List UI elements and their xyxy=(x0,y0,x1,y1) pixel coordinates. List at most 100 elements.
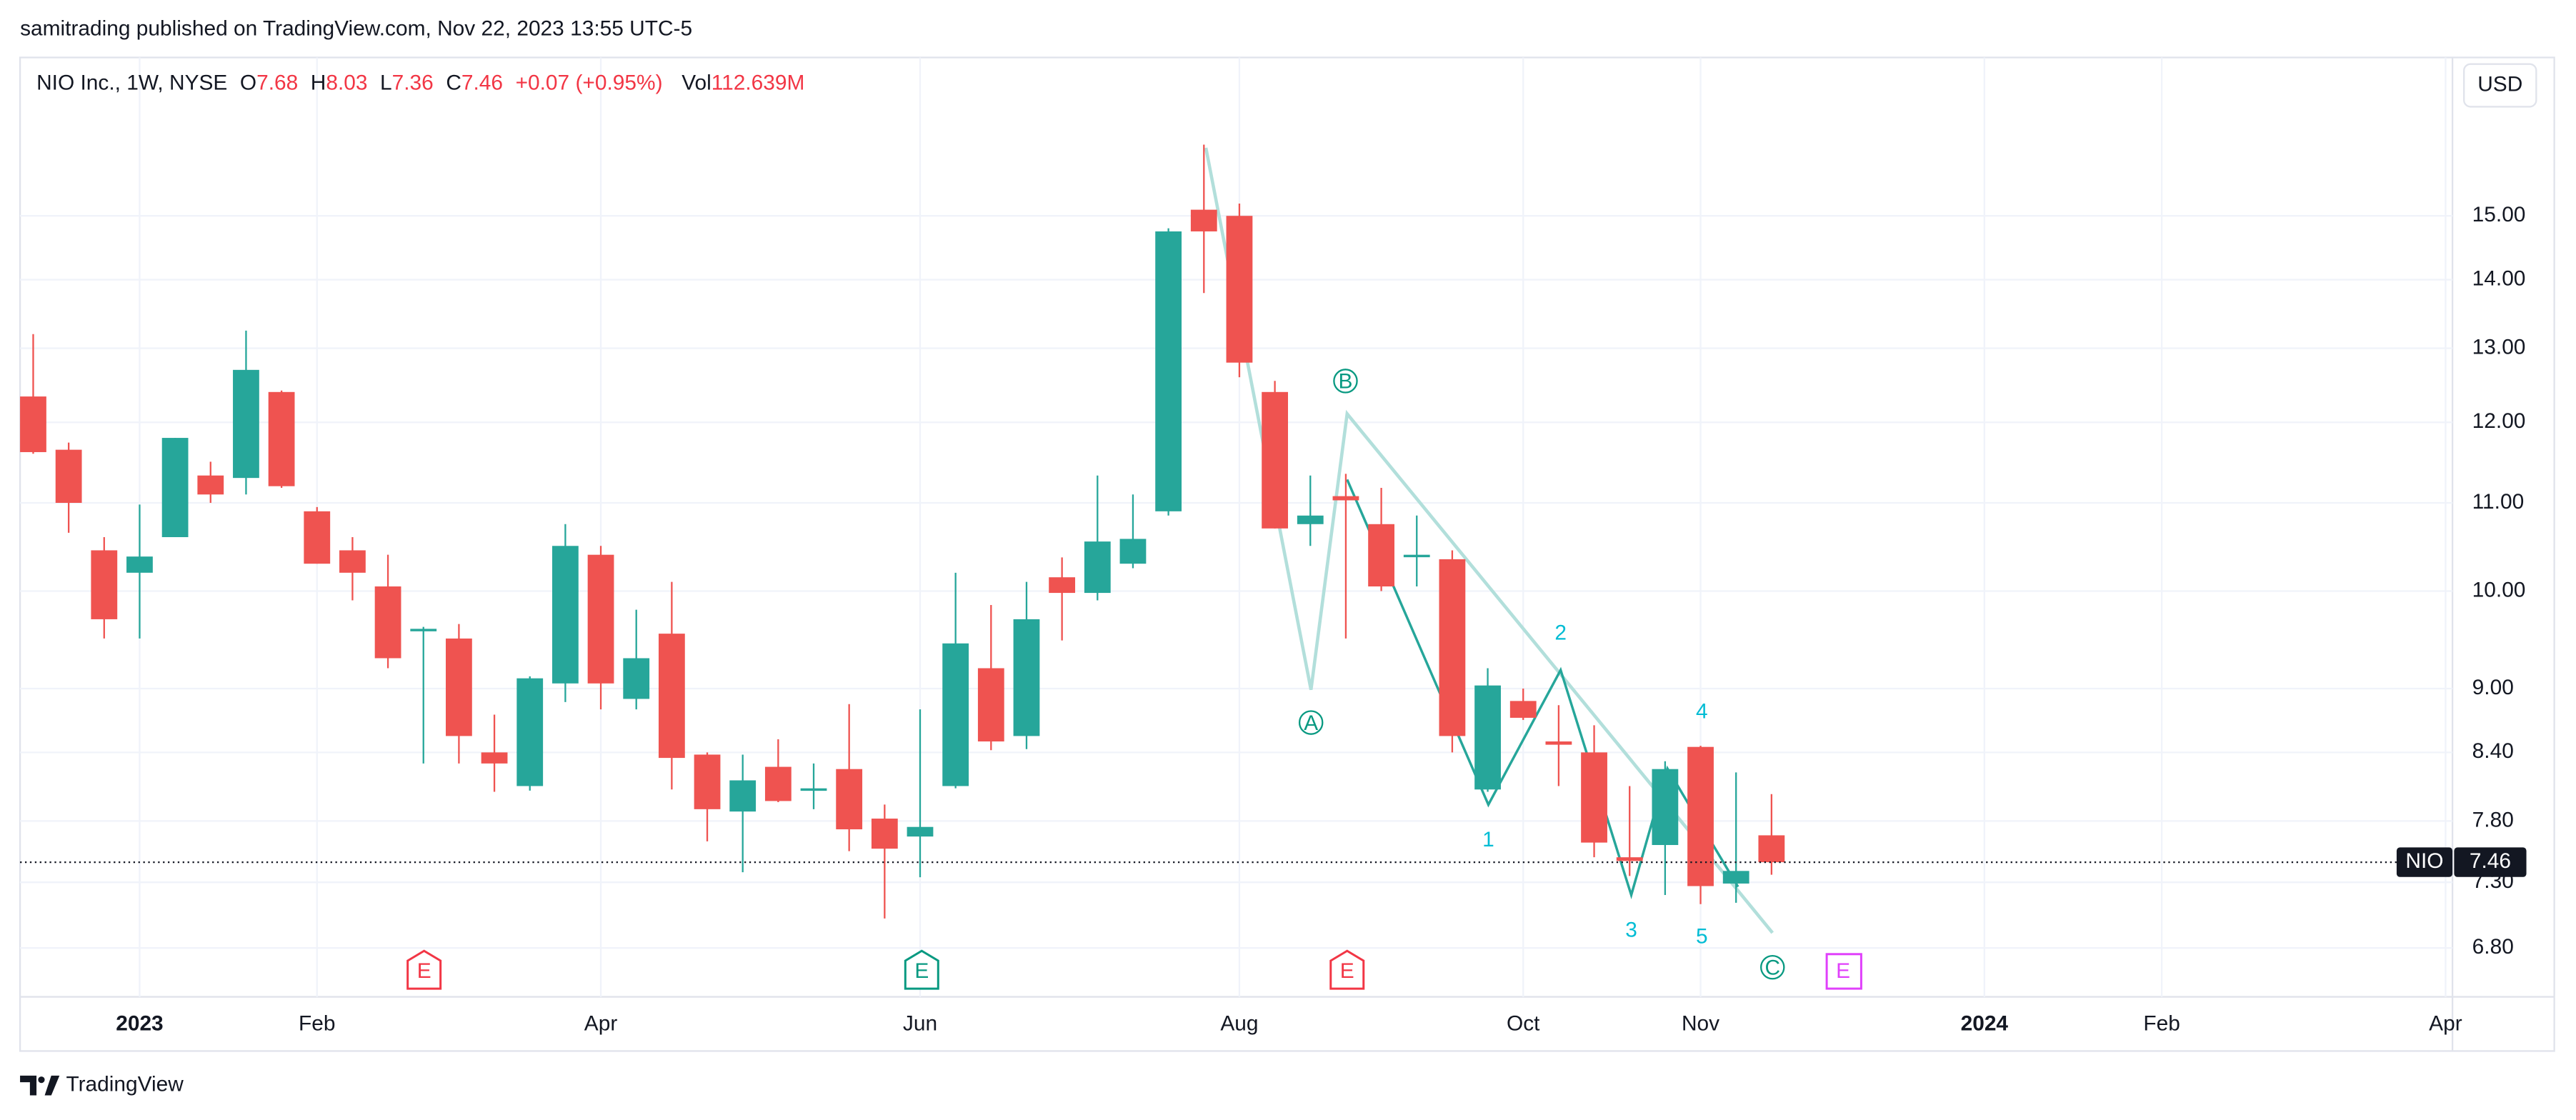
candle-body xyxy=(1545,741,1572,745)
wave-label: 4 xyxy=(1696,700,1708,724)
low-value: 7.36 xyxy=(392,71,434,94)
x-tick-label: Aug xyxy=(1220,1012,1258,1036)
candle-body xyxy=(729,780,757,812)
open-value: 7.68 xyxy=(256,71,298,94)
y-tick-label: 12.00 xyxy=(2472,409,2526,433)
candle-body xyxy=(481,752,508,764)
candle-body xyxy=(1084,541,1111,594)
candle-body xyxy=(1758,835,1785,863)
close-label: C xyxy=(446,71,461,94)
y-tick-label: 14.00 xyxy=(2472,266,2526,290)
x-tick-label: 2024 xyxy=(1961,1012,2009,1036)
candle-body xyxy=(446,638,472,736)
candle-body xyxy=(1297,515,1324,524)
wave-circle xyxy=(1333,369,1358,394)
candle-body xyxy=(1332,496,1359,501)
candle-body xyxy=(1155,231,1182,511)
candle-body xyxy=(1439,559,1466,736)
earnings-label: E xyxy=(914,959,929,983)
candle-body xyxy=(1190,209,1217,231)
x-tick-label: 2023 xyxy=(116,1012,163,1036)
wave-circle xyxy=(1298,710,1324,735)
price-tag-bg xyxy=(2454,847,2527,877)
candle-body xyxy=(942,643,969,786)
publisher: samitrading published on TradingView.com… xyxy=(20,16,692,40)
candle-body xyxy=(836,769,863,830)
candles xyxy=(20,144,1785,919)
candle-body xyxy=(551,546,579,684)
volume-value: 112.639M xyxy=(712,71,805,94)
candle-body xyxy=(658,634,685,759)
chart-frame xyxy=(19,56,2555,1052)
candle-body xyxy=(587,554,614,684)
high-value: 8.03 xyxy=(326,71,367,94)
candle-body xyxy=(694,754,721,809)
high-label: H xyxy=(311,71,326,94)
x-tick-label: Feb xyxy=(2143,1012,2180,1036)
y-tick-label: 11.00 xyxy=(2472,490,2525,514)
candle-body xyxy=(410,629,437,631)
candle-body xyxy=(764,766,792,801)
candle-body xyxy=(1474,685,1501,790)
wave-label: 2 xyxy=(1554,621,1567,644)
earnings-marker[interactable] xyxy=(904,949,939,990)
earnings-marker[interactable] xyxy=(406,949,442,990)
symbol: NIO Inc., 1W, NYSE xyxy=(36,71,227,94)
candle-body xyxy=(339,550,366,573)
x-tick-label: Feb xyxy=(299,1012,335,1036)
brand: TradingView xyxy=(66,1073,184,1096)
y-tick-label: 10.00 xyxy=(2472,578,2526,601)
candle-body xyxy=(304,511,331,564)
candle-body xyxy=(1652,769,1679,846)
candle-body xyxy=(268,391,295,486)
x-tick-label: Apr xyxy=(2429,1012,2462,1036)
candle-body xyxy=(20,396,46,452)
candle-body xyxy=(1687,746,1714,886)
footer-logo: TradingView xyxy=(20,1073,184,1096)
earnings-label: E xyxy=(417,959,431,983)
y-tick-label: 6.80 xyxy=(2472,935,2514,959)
logo-mark xyxy=(44,1075,60,1096)
y-tick-label: 13.00 xyxy=(2472,335,2526,359)
candle-body xyxy=(1049,577,1076,594)
wave-label: A xyxy=(1304,711,1318,735)
wave-label: C xyxy=(1764,956,1780,979)
earnings-markers: E E E E xyxy=(406,949,1862,990)
x-tick-label: Apr xyxy=(584,1012,618,1036)
candle-body xyxy=(1226,216,1253,363)
candle-body xyxy=(161,438,189,537)
earnings-label: E xyxy=(1836,959,1850,983)
candle-body xyxy=(1013,619,1040,736)
earnings-marker[interactable] xyxy=(1329,949,1365,990)
x-tick-label: Oct xyxy=(1507,1012,1540,1036)
x-tick-label: Jun xyxy=(903,1012,937,1036)
currency-button[interactable] xyxy=(2463,63,2537,108)
wave-label: 5 xyxy=(1696,925,1708,949)
wave-circle xyxy=(1759,954,1785,980)
candle-body xyxy=(197,475,224,495)
y-tick-label: 7.80 xyxy=(2472,808,2514,831)
low-label: L xyxy=(380,71,392,94)
wave-label: 3 xyxy=(1625,918,1637,941)
candle-body xyxy=(1509,701,1537,718)
wave-label: B xyxy=(1339,370,1353,394)
candle-body xyxy=(55,449,82,504)
candle-body xyxy=(233,369,259,479)
close-value: 7.46 xyxy=(461,71,503,94)
earnings-marker[interactable] xyxy=(1825,953,1862,990)
candle-body xyxy=(126,556,153,573)
volume-label: Vol xyxy=(682,71,712,94)
candle-body xyxy=(374,586,401,659)
candle-body xyxy=(1368,524,1394,587)
candle-body xyxy=(800,788,827,791)
y-tick-label: 15.00 xyxy=(2472,203,2526,226)
candle-body xyxy=(977,668,1004,742)
candle-body xyxy=(623,658,650,699)
y-tick-label: 9.00 xyxy=(2472,676,2514,699)
candle-body xyxy=(871,819,898,849)
open-label: O xyxy=(240,71,256,94)
abc-labels: A B C xyxy=(1298,369,1785,980)
